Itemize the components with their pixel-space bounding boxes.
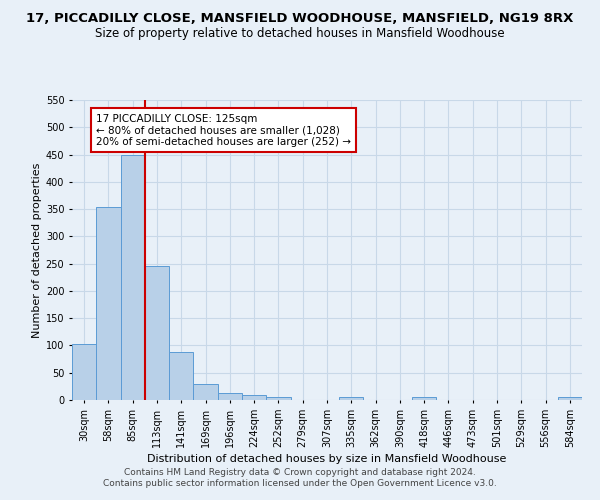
Text: 17 PICCADILLY CLOSE: 125sqm
← 80% of detached houses are smaller (1,028)
20% of : 17 PICCADILLY CLOSE: 125sqm ← 80% of det… xyxy=(96,114,351,147)
Bar xyxy=(169,352,193,400)
Text: 17, PICCADILLY CLOSE, MANSFIELD WOODHOUSE, MANSFIELD, NG19 8RX: 17, PICCADILLY CLOSE, MANSFIELD WOODHOUS… xyxy=(26,12,574,26)
Bar xyxy=(72,344,96,400)
Bar xyxy=(218,393,242,400)
Text: Size of property relative to detached houses in Mansfield Woodhouse: Size of property relative to detached ho… xyxy=(95,28,505,40)
Text: Contains HM Land Registry data © Crown copyright and database right 2024.
Contai: Contains HM Land Registry data © Crown c… xyxy=(103,468,497,487)
X-axis label: Distribution of detached houses by size in Mansfield Woodhouse: Distribution of detached houses by size … xyxy=(148,454,506,464)
Bar xyxy=(266,398,290,400)
Bar xyxy=(96,207,121,400)
Bar xyxy=(558,398,582,400)
Bar xyxy=(339,398,364,400)
Bar xyxy=(412,398,436,400)
Y-axis label: Number of detached properties: Number of detached properties xyxy=(32,162,41,338)
Bar xyxy=(145,266,169,400)
Bar xyxy=(193,384,218,400)
Bar xyxy=(121,155,145,400)
Bar xyxy=(242,395,266,400)
